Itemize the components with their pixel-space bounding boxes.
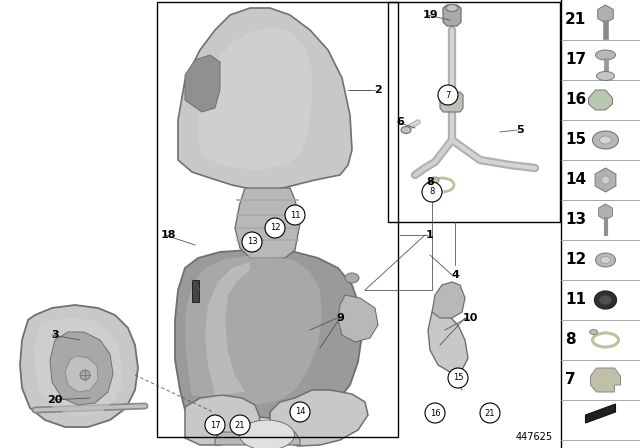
Text: 10: 10 xyxy=(462,313,477,323)
Text: 7: 7 xyxy=(565,372,575,388)
Polygon shape xyxy=(50,332,113,405)
Text: 12: 12 xyxy=(269,224,280,233)
Polygon shape xyxy=(185,256,322,405)
Text: 13: 13 xyxy=(565,212,586,228)
Ellipse shape xyxy=(589,329,598,335)
Text: 19: 19 xyxy=(422,10,438,20)
Polygon shape xyxy=(178,8,352,190)
Text: 1: 1 xyxy=(426,230,434,240)
Polygon shape xyxy=(205,262,250,395)
Text: 13: 13 xyxy=(246,237,257,246)
Ellipse shape xyxy=(595,50,616,60)
Polygon shape xyxy=(591,368,621,392)
Text: 8: 8 xyxy=(565,332,575,348)
Polygon shape xyxy=(428,312,468,372)
Ellipse shape xyxy=(345,273,359,283)
Text: 18: 18 xyxy=(160,230,176,240)
Text: 16: 16 xyxy=(565,92,586,108)
Text: 8: 8 xyxy=(426,177,434,187)
Circle shape xyxy=(480,403,500,423)
Text: 12: 12 xyxy=(565,253,586,267)
Text: 15: 15 xyxy=(565,133,586,147)
Circle shape xyxy=(285,205,305,225)
Ellipse shape xyxy=(595,253,616,267)
Circle shape xyxy=(290,402,310,422)
Circle shape xyxy=(448,368,468,388)
Polygon shape xyxy=(440,92,463,112)
Text: 4: 4 xyxy=(451,270,459,280)
Polygon shape xyxy=(432,282,465,318)
Polygon shape xyxy=(65,356,98,392)
Ellipse shape xyxy=(446,4,458,12)
Ellipse shape xyxy=(593,131,618,149)
Polygon shape xyxy=(586,404,616,423)
Polygon shape xyxy=(35,318,122,416)
Polygon shape xyxy=(215,432,300,445)
Text: 15: 15 xyxy=(452,374,463,383)
Text: 11: 11 xyxy=(565,293,586,307)
Text: 20: 20 xyxy=(47,395,63,405)
Polygon shape xyxy=(175,250,362,418)
Text: 5: 5 xyxy=(516,125,524,135)
Ellipse shape xyxy=(602,176,609,184)
Ellipse shape xyxy=(595,291,616,309)
Text: 16: 16 xyxy=(429,409,440,418)
Text: 7: 7 xyxy=(445,90,451,99)
Text: 14: 14 xyxy=(565,172,586,188)
Ellipse shape xyxy=(600,257,611,263)
Text: 11: 11 xyxy=(290,211,300,220)
Text: 17: 17 xyxy=(565,52,586,68)
Text: 3: 3 xyxy=(51,330,59,340)
Polygon shape xyxy=(338,295,378,342)
Polygon shape xyxy=(443,5,461,26)
Polygon shape xyxy=(185,55,220,112)
Text: 447625: 447625 xyxy=(516,432,553,442)
Text: 6: 6 xyxy=(396,117,404,127)
Ellipse shape xyxy=(600,296,611,305)
Text: 21: 21 xyxy=(235,421,245,430)
Polygon shape xyxy=(20,305,138,427)
Ellipse shape xyxy=(80,370,90,380)
Circle shape xyxy=(422,182,442,202)
Circle shape xyxy=(205,415,225,435)
Polygon shape xyxy=(270,390,368,446)
Ellipse shape xyxy=(239,420,294,448)
Polygon shape xyxy=(185,395,260,445)
Polygon shape xyxy=(198,27,312,170)
Circle shape xyxy=(425,403,445,423)
Text: 2: 2 xyxy=(374,85,382,95)
Text: 14: 14 xyxy=(295,408,305,417)
Text: 9: 9 xyxy=(336,313,344,323)
Circle shape xyxy=(230,415,250,435)
Ellipse shape xyxy=(431,177,439,183)
Ellipse shape xyxy=(596,72,614,81)
Bar xyxy=(388,2,560,222)
Text: 8: 8 xyxy=(429,188,435,197)
Text: 17: 17 xyxy=(210,421,220,430)
Circle shape xyxy=(438,85,458,105)
Polygon shape xyxy=(235,188,300,258)
Ellipse shape xyxy=(401,126,411,134)
Bar xyxy=(157,2,398,437)
Polygon shape xyxy=(589,90,612,110)
Bar xyxy=(192,280,199,302)
Circle shape xyxy=(242,232,262,252)
Ellipse shape xyxy=(600,136,611,144)
Circle shape xyxy=(265,218,285,238)
Text: 21: 21 xyxy=(484,409,495,418)
Text: 21: 21 xyxy=(565,13,586,27)
